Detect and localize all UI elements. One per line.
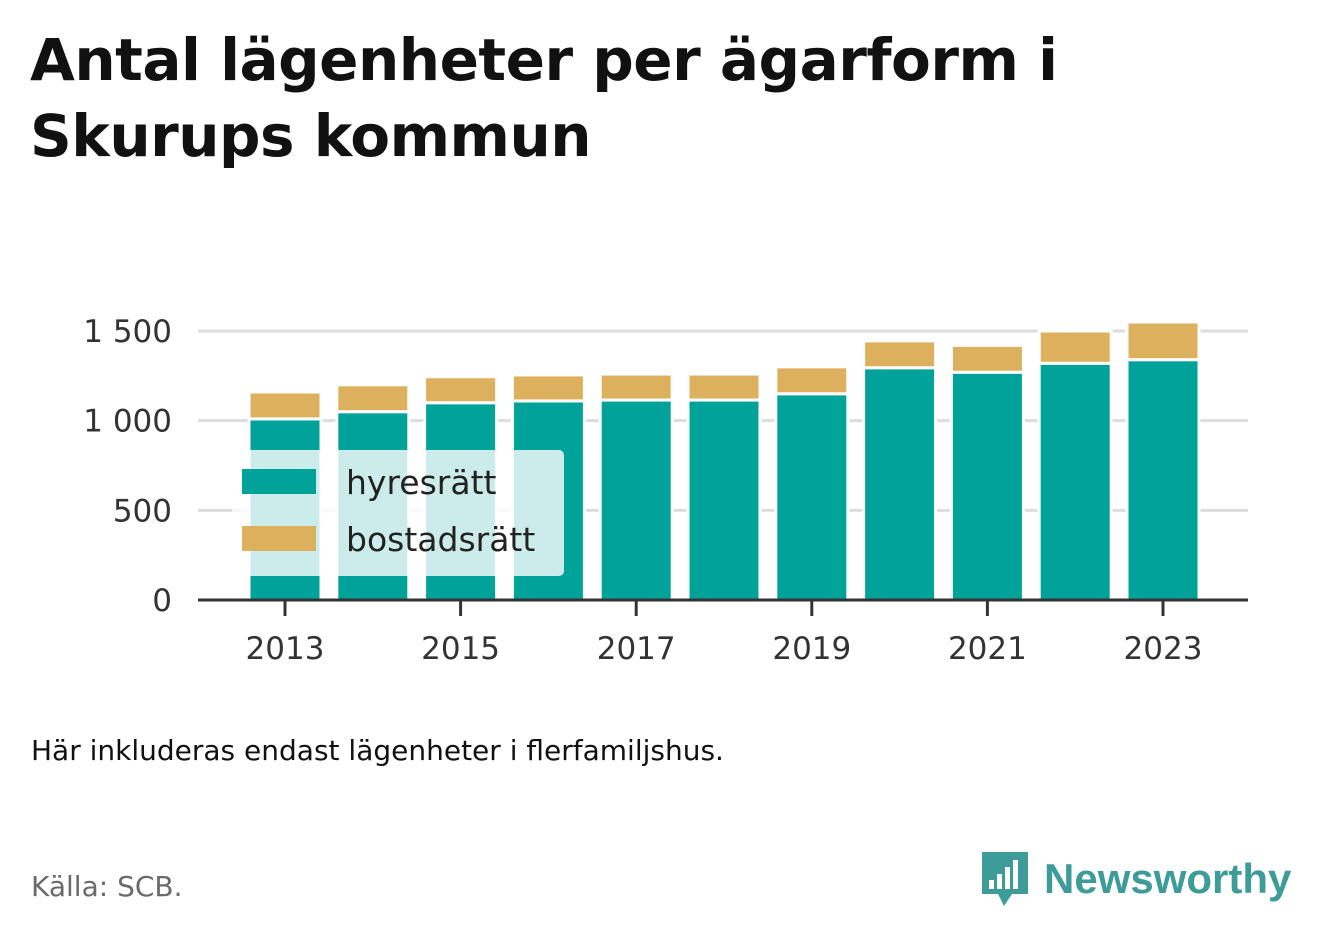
y-tick-label: 1 000 <box>83 404 172 440</box>
y-tick-label: 1 500 <box>83 314 172 350</box>
legend-label-bostadsratt: bostadsrätt <box>346 520 535 559</box>
bar-hyresratt-2021 <box>949 370 1025 602</box>
bar-bostadsratt-2020 <box>862 339 938 370</box>
bar-bostadsratt-2014 <box>335 383 411 414</box>
bar-bostadsratt-2017 <box>598 372 674 402</box>
bar-bostadsratt-2021 <box>949 343 1025 374</box>
bar-hyresratt-2020 <box>862 366 938 602</box>
bar-bostadsratt-2019 <box>774 365 850 396</box>
y-axis-tick-labels: 0 500 1 000 1 500 <box>83 314 172 619</box>
y-tick-label: 500 <box>113 493 172 529</box>
x-tick-label: 2015 <box>421 631 500 667</box>
bar-hyresratt-2018 <box>686 398 762 602</box>
bar-bostadsratt-2018 <box>686 372 762 402</box>
bar-hyresratt-2022 <box>1037 361 1113 602</box>
brand-name: Newsworthy <box>1044 855 1292 902</box>
legend-swatch-bostadsratt <box>242 526 316 551</box>
bar-bostadsratt-2015 <box>423 375 499 405</box>
bar-hyresratt-2017 <box>598 398 674 602</box>
x-tick-label: 2013 <box>246 631 325 667</box>
x-tick-label: 2021 <box>948 631 1027 667</box>
source-credit: Källa: SCB. <box>31 870 183 903</box>
y-tick-label: 0 <box>152 583 172 619</box>
newsworthy-logo: Newsworthy <box>980 850 1291 908</box>
x-tick-label: 2017 <box>597 631 676 667</box>
x-tick-label: 2019 <box>772 631 851 667</box>
legend: hyresrätt bostadsrätt <box>232 450 564 576</box>
bar-hyresratt-2019 <box>774 392 850 602</box>
chart-title: Antal lägenheter per ägarform i Skurups … <box>30 26 1058 170</box>
bar-bostadsratt-2013 <box>247 390 323 421</box>
x-tick-label: 2023 <box>1124 631 1203 667</box>
legend-swatch-hyresratt <box>242 469 316 494</box>
bar-bostadsratt-2023 <box>1125 320 1201 362</box>
chart-note: Här inkluderas endast lägenheter i flerf… <box>31 734 724 767</box>
legend-label-hyresratt: hyresrätt <box>346 463 497 502</box>
bar-bostadsratt-2022 <box>1037 329 1113 365</box>
bar-bostadsratt-2016 <box>510 373 586 403</box>
bar-chart-speech-bubble-icon <box>982 852 1028 906</box>
bar-hyresratt-2023 <box>1125 358 1201 602</box>
x-axis-ticks: 2013 2015 2017 2019 2021 2023 <box>246 600 1203 667</box>
